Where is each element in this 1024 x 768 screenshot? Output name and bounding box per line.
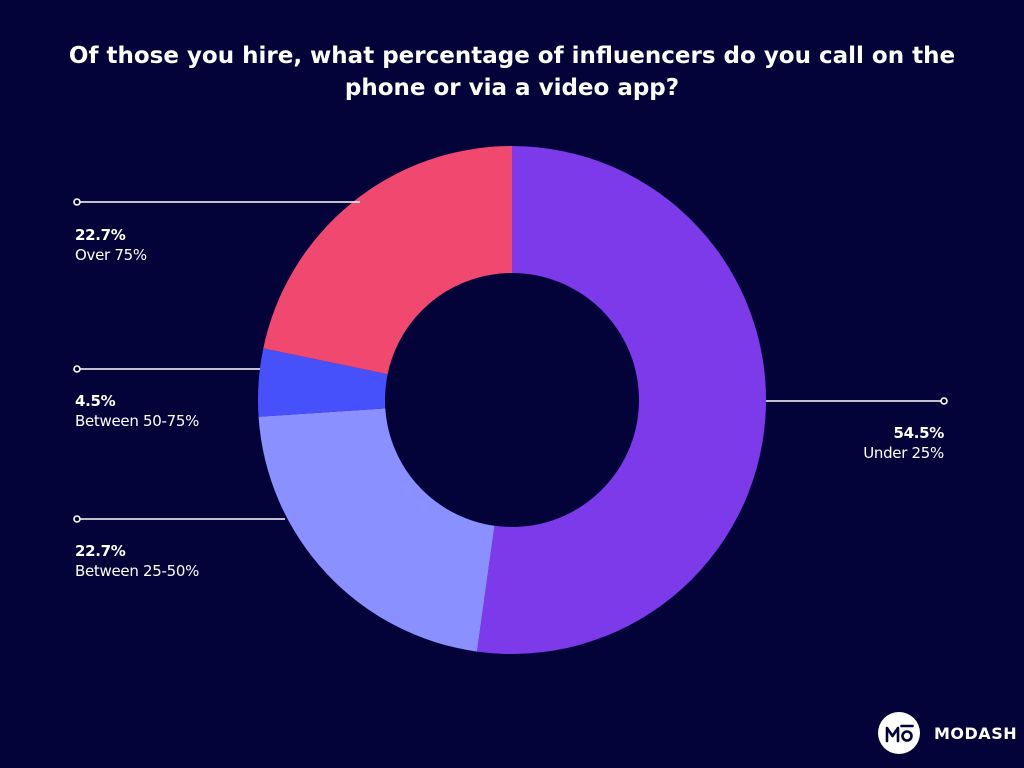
label-under-25: 54.5% Under 25%	[780, 423, 944, 463]
leader-dot	[73, 365, 81, 373]
slice-name-label: Between 25-50%	[75, 562, 200, 580]
modash-logo-icon	[878, 712, 920, 754]
label-between-25-50: 22.7% Between 25-50%	[75, 541, 199, 581]
chart-title: Of those you hire, what percentage of in…	[68, 43, 956, 101]
slice-value-label: 22.7%	[75, 542, 126, 560]
slice-between-50-75	[258, 348, 388, 417]
slice-value-label: 22.7%	[75, 226, 126, 244]
slice-value-label: 4.5%	[75, 392, 116, 410]
slice-between-25-50	[258, 408, 495, 652]
brand: MODASH	[878, 712, 1017, 754]
leader-dot	[73, 515, 81, 523]
label-over-75: 22.7% Over 75%	[75, 225, 147, 265]
slice-over-75	[263, 146, 512, 375]
label-between-50-75: 4.5% Between 50-75%	[75, 391, 199, 431]
leader-dot	[73, 198, 81, 206]
brand-name: MODASH	[934, 723, 1018, 743]
slice-under-25	[476, 146, 767, 655]
leader-dot	[940, 397, 948, 405]
slice-name-label: Between 50-75%	[75, 412, 200, 430]
slice-name-label: Over 75%	[75, 246, 147, 264]
slice-value-label: 54.5%	[893, 424, 944, 442]
slice-name-label: Under 25%	[863, 444, 944, 462]
